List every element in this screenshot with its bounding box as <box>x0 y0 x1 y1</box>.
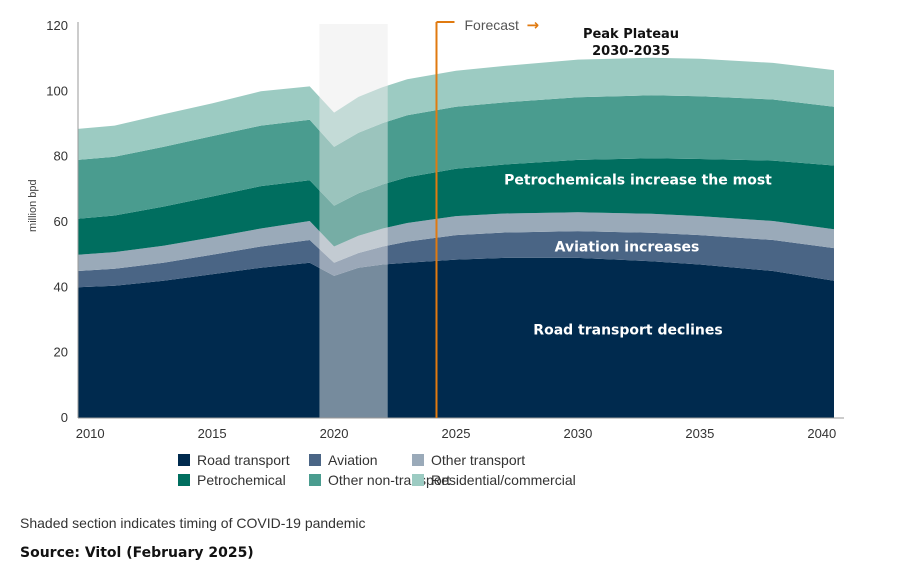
legend-label: Residential/commercial <box>431 472 576 488</box>
y-tick-label: 100 <box>46 83 68 98</box>
legend: Road transport Aviation Other transport … <box>178 452 698 488</box>
area-residential-commercial <box>78 57 834 160</box>
legend-item-other-non-transport: Other non-transport <box>309 472 450 488</box>
y-tick-label: 20 <box>54 345 68 360</box>
area-other-transport <box>78 212 834 271</box>
road-annotation: Road transport declines <box>533 323 722 339</box>
legend-item-other-transport: Other transport <box>412 452 662 468</box>
x-tick-label: 2010 <box>76 426 105 441</box>
legend-swatch <box>412 454 424 466</box>
x-tick-label: 2015 <box>198 426 227 441</box>
y-tick-label: 120 <box>46 18 68 33</box>
peak-plateau-label: Peak Plateau <box>583 27 679 42</box>
area-road-transport <box>78 257 834 418</box>
y-tick-label: 40 <box>54 279 68 294</box>
x-tick-label: 2040 <box>807 426 836 441</box>
legend-swatch <box>178 474 190 486</box>
legend-swatch <box>412 474 424 486</box>
legend-label: Aviation <box>328 452 378 468</box>
aviation-annotation: Aviation increases <box>555 239 700 255</box>
legend-item-road: Road transport <box>178 452 309 468</box>
area-layers <box>78 57 834 418</box>
area-petrochemical <box>78 158 834 255</box>
legend-label: Other transport <box>431 452 526 468</box>
forecast-label: Forecast <box>464 17 519 33</box>
legend-item-petrochemical: Petrochemical <box>178 472 309 488</box>
legend-item-residential: Residential/commercial <box>412 472 662 488</box>
y-axis-label: million bpd <box>27 179 39 232</box>
legend-item-aviation: Aviation <box>309 452 412 468</box>
legend-label: Road transport <box>197 452 290 468</box>
legend-label: Petrochemical <box>197 472 286 488</box>
legend-swatch <box>309 474 321 486</box>
legend-swatch <box>309 454 321 466</box>
x-tick-label: 2020 <box>320 426 349 441</box>
x-tick-label: 2035 <box>685 426 714 441</box>
forecast-arrow-icon: → <box>526 16 539 34</box>
x-tick-label: 2025 <box>442 426 471 441</box>
area-other-non-transport <box>78 95 834 219</box>
area-aviation <box>78 231 834 288</box>
y-tick-label: 60 <box>54 214 68 229</box>
y-tick-label: 80 <box>54 149 68 164</box>
legend-swatch <box>178 454 190 466</box>
x-tick-label: 2030 <box>563 426 592 441</box>
source-credit: Source: Vitol (February 2025) <box>20 545 254 561</box>
peak-plateau-years: 2030-2035 <box>592 44 670 59</box>
petrochemicals-annotation: Petrochemicals increase the most <box>504 172 772 188</box>
y-tick-label: 0 <box>61 410 68 425</box>
covid-shading <box>319 24 388 418</box>
covid-note: Shaded section indicates timing of COVID… <box>20 515 366 531</box>
forecast-marker: Forecast → <box>435 16 539 418</box>
